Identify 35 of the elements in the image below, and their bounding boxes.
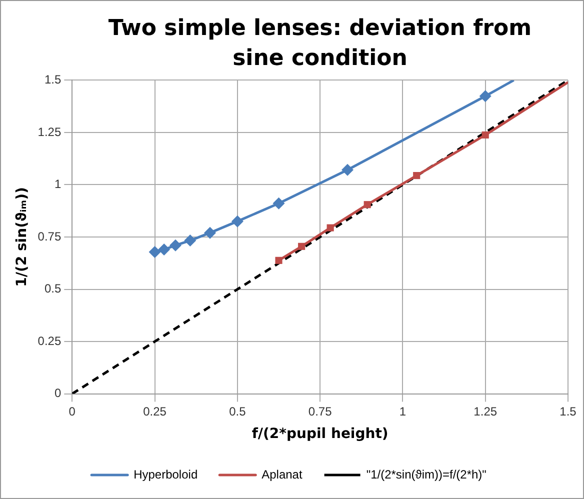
point [148, 246, 161, 258]
x-tick-label: 1 [399, 404, 406, 418]
point [482, 131, 489, 139]
chart-title: Two simple lenses: deviation from sine condition [107, 15, 533, 73]
point [272, 197, 285, 210]
point [231, 215, 244, 228]
point [169, 239, 182, 252]
y-tick-label: 1.25 [38, 124, 62, 139]
y-tick-label: 1.5 [44, 72, 62, 87]
y-tick-label: 0.25 [38, 334, 62, 348]
y-tick-label: 1 [54, 177, 62, 192]
x-tick-label: 1.25 [474, 404, 498, 418]
point [275, 256, 282, 264]
y-tick-label: 0.5 [44, 282, 62, 296]
legend-label: "1/(2*sin(ϑim))=f/(2*h)" [366, 467, 486, 482]
x-tick-label: 0.75 [308, 404, 332, 418]
x-tick-label: 0 [68, 404, 76, 418]
x-axis-title: f/(2*pupil height) [252, 426, 388, 442]
point [479, 90, 492, 102]
x-tick-label: 0.5 [229, 404, 246, 418]
point [413, 172, 420, 180]
x-tick-label: 1.5 [560, 404, 577, 418]
y-axis-title: 1/(2 sin(ϑᵢₘ)) [14, 187, 30, 287]
point [158, 244, 170, 256]
point [204, 226, 216, 239]
x-tick-label: 0.25 [143, 404, 167, 418]
legend-label: Hyperboloid [134, 467, 198, 482]
point [326, 224, 334, 232]
point [342, 164, 354, 176]
point [184, 234, 196, 247]
y-tick-label: 0.75 [38, 229, 62, 244]
point [298, 242, 306, 250]
point [364, 201, 371, 208]
legend-label: Aplanat [262, 467, 303, 482]
y-tick-label: 0 [54, 386, 62, 400]
